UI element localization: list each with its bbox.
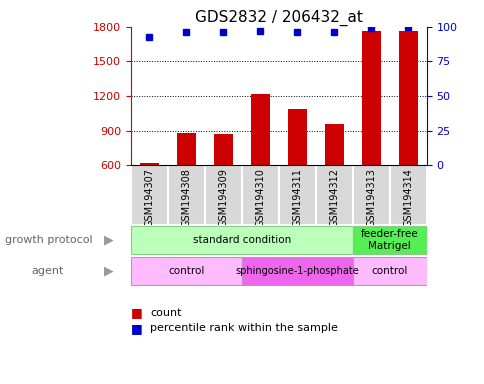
- Bar: [131, 257, 242, 285]
- Text: growth protocol: growth protocol: [5, 235, 92, 245]
- Text: feeder-free
Matrigel: feeder-free Matrigel: [360, 229, 418, 251]
- Bar: [204, 165, 242, 225]
- Bar: [131, 165, 167, 225]
- Bar: [214, 134, 232, 165]
- Text: control: control: [371, 266, 407, 276]
- Bar: [362, 31, 380, 165]
- Text: sphingosine-1-phosphate: sphingosine-1-phosphate: [235, 266, 359, 276]
- Text: percentile rank within the sample: percentile rank within the sample: [150, 323, 337, 333]
- Bar: [140, 163, 158, 165]
- Title: GDS2832 / 206432_at: GDS2832 / 206432_at: [195, 9, 362, 25]
- Bar: [352, 226, 426, 254]
- Bar: [167, 165, 204, 225]
- Bar: [287, 109, 306, 165]
- Text: count: count: [150, 308, 182, 318]
- Text: standard condition: standard condition: [192, 235, 290, 245]
- Text: ■: ■: [131, 322, 142, 335]
- Text: control: control: [168, 266, 204, 276]
- Bar: [324, 124, 343, 165]
- Bar: [242, 257, 352, 285]
- Bar: [177, 133, 195, 165]
- Bar: [352, 165, 389, 225]
- Bar: [352, 257, 426, 285]
- Text: agent: agent: [31, 266, 64, 276]
- Bar: [315, 165, 352, 225]
- Text: GSM194307: GSM194307: [144, 168, 154, 227]
- Text: GSM194312: GSM194312: [329, 168, 339, 227]
- Text: GSM194313: GSM194313: [365, 168, 376, 227]
- Text: ■: ■: [131, 306, 142, 319]
- Text: GSM194310: GSM194310: [255, 168, 265, 227]
- Bar: [398, 31, 417, 165]
- Bar: [278, 165, 315, 225]
- Bar: [242, 165, 278, 225]
- Bar: [131, 226, 352, 254]
- Text: GSM194309: GSM194309: [218, 168, 228, 227]
- Text: GSM194314: GSM194314: [403, 168, 412, 227]
- Text: GSM194308: GSM194308: [181, 168, 191, 227]
- Text: GSM194311: GSM194311: [292, 168, 302, 227]
- Text: ▶: ▶: [104, 233, 114, 247]
- Bar: [251, 94, 269, 165]
- Bar: [389, 165, 426, 225]
- Text: ▶: ▶: [104, 264, 114, 277]
